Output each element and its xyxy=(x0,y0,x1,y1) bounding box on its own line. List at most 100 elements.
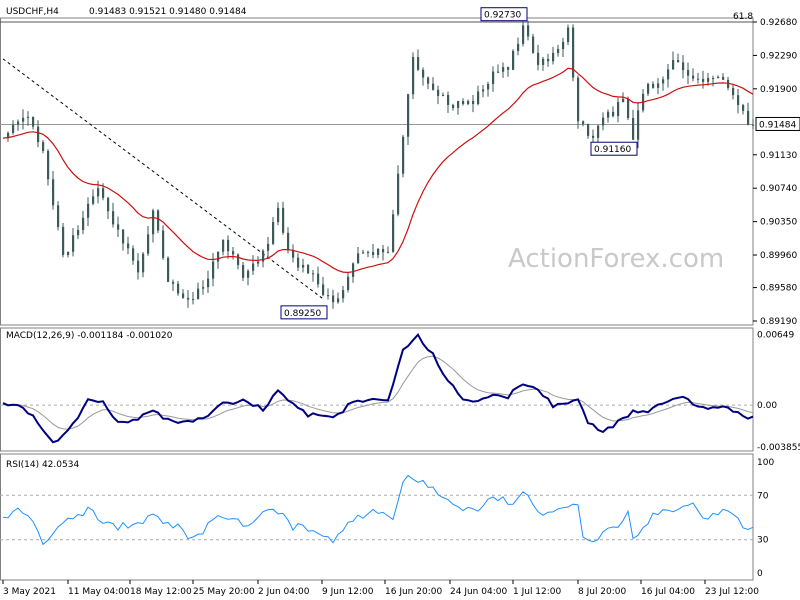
candle-body xyxy=(182,293,185,298)
price-annotation: 0.91160 xyxy=(590,141,638,156)
candle-body xyxy=(582,121,585,124)
candle-body xyxy=(352,263,355,277)
candle-body xyxy=(557,48,560,53)
trend-line xyxy=(2,58,324,300)
header-ohlc: 0.91483 0.91521 0.91480 0.91484 xyxy=(89,7,247,17)
candle-body xyxy=(727,79,730,89)
candle-body xyxy=(287,232,290,251)
candle-body xyxy=(737,95,740,106)
x-tick-label: 8 Jul 20:00 xyxy=(578,587,627,597)
candle-body xyxy=(627,98,630,118)
candle-body xyxy=(502,67,505,72)
current-price-tag: 0.91484 xyxy=(755,116,800,131)
candle-body xyxy=(602,117,605,126)
candle-body xyxy=(107,197,110,212)
rsi-line xyxy=(2,474,754,546)
candle-body xyxy=(172,281,175,284)
candle-body xyxy=(492,71,495,84)
candle-body xyxy=(187,297,190,300)
candle-body xyxy=(632,117,635,140)
candle-body xyxy=(722,76,725,80)
candle-body xyxy=(282,207,285,233)
candle-body xyxy=(337,298,340,303)
watermark: ActionForex.com xyxy=(508,244,724,274)
candle-body xyxy=(487,83,490,90)
candle-body xyxy=(512,50,515,70)
price-tick-label: 0.91900 xyxy=(760,85,797,95)
candle-body xyxy=(752,124,755,126)
candle-body xyxy=(647,83,650,94)
rsi-tick-label: 0 xyxy=(757,569,763,579)
candle-body xyxy=(367,252,370,254)
candle-body xyxy=(37,126,40,143)
pane-frame-2 xyxy=(0,453,754,581)
candle-body xyxy=(592,135,595,138)
macd-line xyxy=(2,332,754,444)
candle-body xyxy=(17,121,20,125)
candle-body xyxy=(412,57,415,95)
candle-body xyxy=(22,117,25,122)
candle-body xyxy=(147,234,150,254)
candle-body xyxy=(102,188,105,198)
candle-body xyxy=(267,243,270,251)
candle-body xyxy=(237,254,240,266)
x-tick-label: 24 Jun 04:00 xyxy=(450,587,507,597)
candle-body xyxy=(732,88,735,96)
price-tick-label: 0.89580 xyxy=(760,284,797,294)
candle-body xyxy=(542,58,545,65)
candle-body xyxy=(567,27,570,42)
candle-body xyxy=(242,265,245,278)
candle-body xyxy=(142,253,145,273)
price-tick-label: 0.92290 xyxy=(760,51,797,61)
price-tick-label: 0.90350 xyxy=(760,218,797,228)
candle-body xyxy=(417,57,420,70)
x-tick-label: 18 May 12:00 xyxy=(130,587,192,597)
candle-body xyxy=(532,36,535,53)
candle-body xyxy=(347,276,350,291)
candle-body xyxy=(132,248,135,261)
candle-body xyxy=(497,71,500,73)
candle-body xyxy=(692,75,695,79)
candle-body xyxy=(32,116,35,127)
candle-body xyxy=(517,43,520,51)
candle-body xyxy=(162,230,165,258)
candle-body xyxy=(247,270,250,278)
candle-body xyxy=(52,179,55,206)
candle-body xyxy=(322,284,325,296)
candle-body xyxy=(227,239,230,252)
candle-body xyxy=(537,52,540,65)
candle-body xyxy=(477,91,480,105)
rsi-tick-label: 70 xyxy=(757,491,769,501)
candle-body xyxy=(12,124,15,133)
candle-body xyxy=(27,116,30,118)
candle-body xyxy=(707,78,710,82)
candle-body xyxy=(332,295,335,303)
candle-body xyxy=(277,207,280,223)
candle-body xyxy=(447,94,450,105)
price-tick-label: 0.91130 xyxy=(760,151,797,161)
candle-body xyxy=(377,249,380,255)
candle-body xyxy=(217,251,220,262)
candle-body xyxy=(652,83,655,88)
macd-tick-label: 0.00649 xyxy=(757,331,794,341)
x-tick-label: 2 Jun 04:00 xyxy=(258,587,310,597)
candle-body xyxy=(357,253,360,264)
candle-body xyxy=(82,217,85,231)
candle-body xyxy=(327,295,330,297)
candle-body xyxy=(112,211,115,225)
macd-signal-line xyxy=(2,355,754,430)
candle-body xyxy=(747,110,750,125)
rsi-title: RSI(14) 42.0534 xyxy=(6,460,79,470)
candle-body xyxy=(392,214,395,252)
candle-body xyxy=(212,261,215,279)
candle-body xyxy=(687,70,690,76)
candle-body xyxy=(597,125,600,138)
candle-body xyxy=(482,89,485,92)
rsi-tick-label: 30 xyxy=(757,536,769,546)
candle-body xyxy=(527,25,530,37)
macd-title: MACD(12,26,9) -0.001184 -0.001020 xyxy=(6,331,173,341)
candle-body xyxy=(197,288,200,300)
candle-body xyxy=(87,203,90,218)
candle-body xyxy=(252,263,255,271)
